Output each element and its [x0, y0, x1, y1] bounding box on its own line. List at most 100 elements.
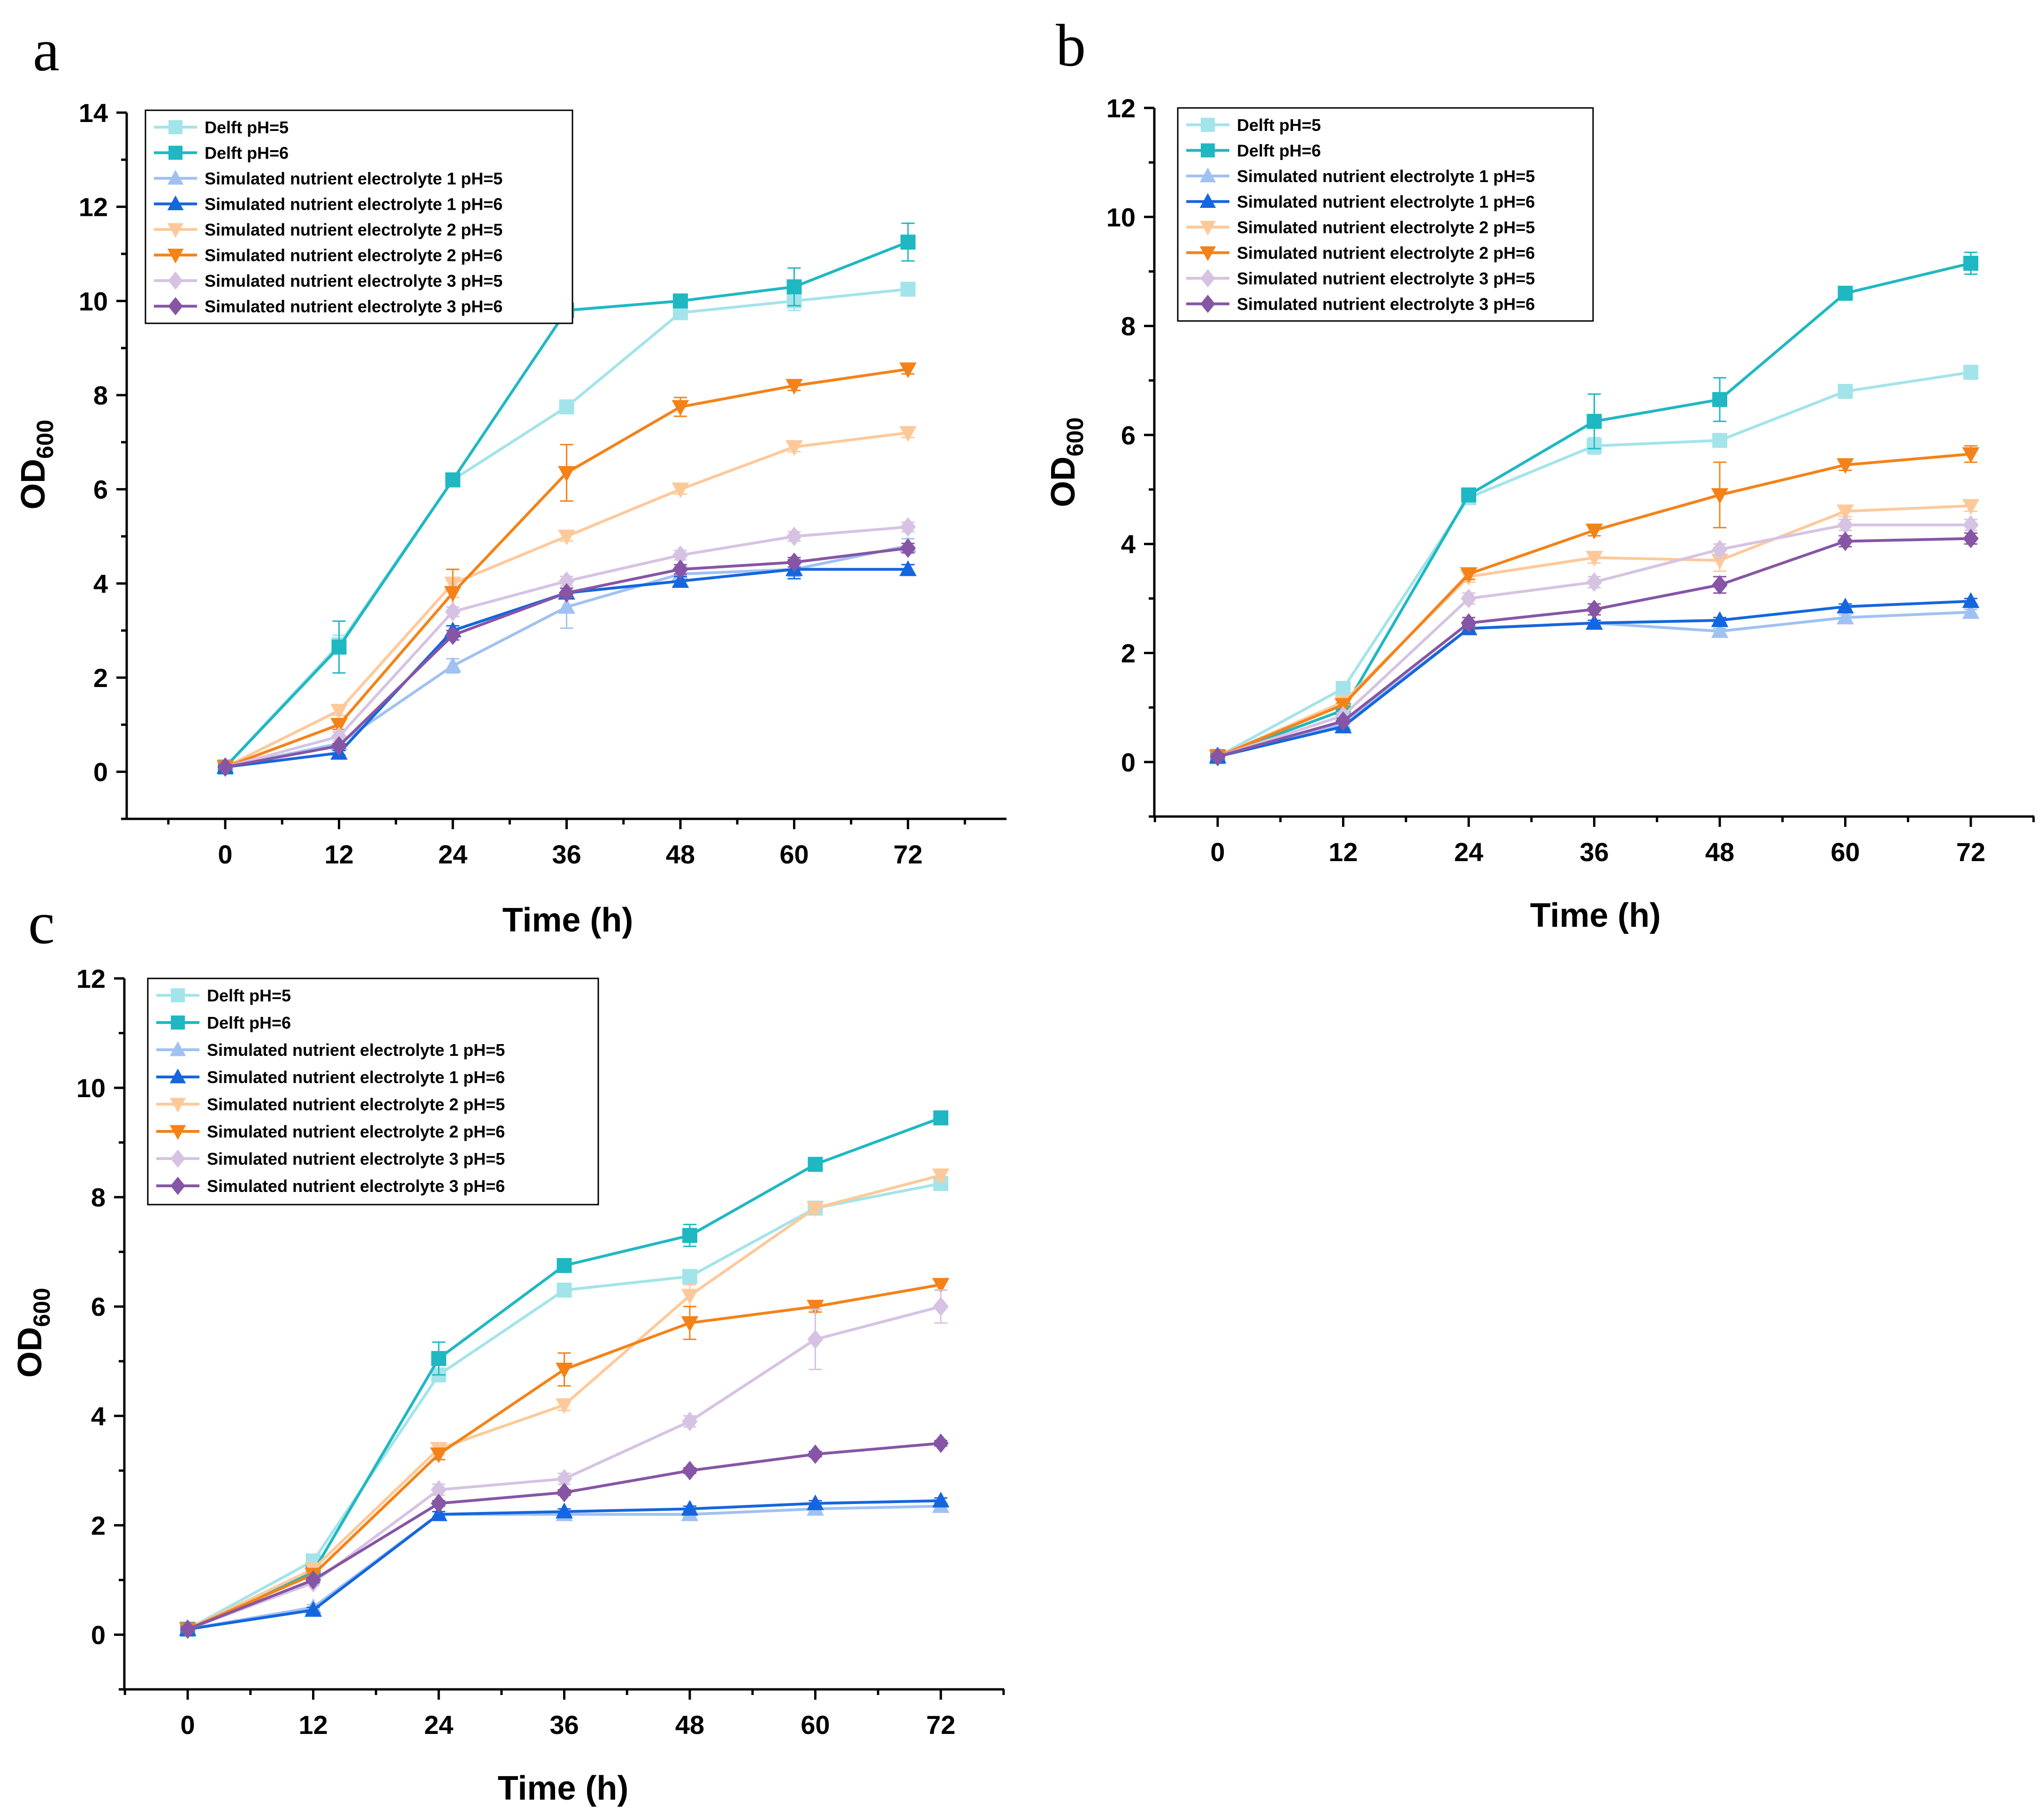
legend-item-simulated-nutrient-electrolyte-3-ph-6: Simulated nutrient electrolyte 3 pH=6	[1186, 295, 1535, 314]
x-tick-label: 0	[218, 840, 232, 869]
series-line	[1217, 611, 1971, 758]
data-point	[557, 1283, 572, 1298]
legend-label: Simulated nutrient electrolyte 2 pH=6	[1237, 244, 1535, 263]
legend-marker	[1200, 269, 1215, 288]
legend-marker	[1199, 168, 1216, 183]
x-tick-label: 12	[298, 1710, 328, 1740]
data-point	[899, 362, 917, 379]
legend-item-delft-ph-5: Delft pH=5	[154, 118, 289, 137]
legend-marker	[168, 297, 183, 315]
legend-item-simulated-nutrient-electrolyte-1-ph-6: Simulated nutrient electrolyte 1 pH=6	[156, 1068, 505, 1087]
data-point	[786, 527, 802, 546]
legend-label: Simulated nutrient electrolyte 3 pH=5	[1237, 269, 1535, 288]
legend-marker	[170, 1176, 185, 1195]
data-point	[556, 1469, 572, 1489]
data-point	[671, 400, 689, 416]
x-tick-label: 0	[180, 1710, 195, 1740]
data-point	[330, 718, 348, 734]
data-point	[1837, 504, 1854, 520]
data-point	[807, 1444, 824, 1464]
data-point	[558, 466, 575, 482]
legend-item-simulated-nutrient-electrolyte-1-ph-6: Simulated nutrient electrolyte 1 pH=6	[1186, 192, 1535, 212]
data-point	[1962, 499, 1980, 515]
x-tick-label: 72	[1956, 837, 1985, 867]
data-point	[1963, 515, 1979, 535]
data-point	[331, 639, 347, 655]
data-point	[933, 1433, 949, 1453]
data-point	[1712, 540, 1728, 559]
data-point	[1963, 528, 1979, 549]
data-point	[1711, 611, 1729, 627]
legend-label: Simulated nutrient electrolyte 1 pH=5	[205, 169, 503, 188]
x-tick-label: 36	[549, 1710, 579, 1740]
data-point	[900, 538, 916, 558]
legend-item-simulated-nutrient-electrolyte-2-ph-6: Simulated nutrient electrolyte 2 pH=6	[154, 246, 503, 265]
legend-marker	[167, 249, 184, 264]
x-tick-label: 24	[1454, 837, 1483, 867]
legend-item-simulated-nutrient-electrolyte-1-ph-5: Simulated nutrient electrolyte 1 pH=5	[156, 1040, 505, 1060]
data-point	[556, 1362, 573, 1379]
legend-item-simulated-nutrient-electrolyte-3-ph-5: Simulated nutrient electrolyte 3 pH=5	[154, 271, 503, 290]
data-point	[672, 559, 688, 580]
data-point	[671, 482, 689, 498]
legend-label: Simulated nutrient electrolyte 1 pH=6	[1237, 192, 1535, 212]
legend-marker	[1199, 221, 1216, 236]
data-point	[556, 1398, 573, 1414]
series-line	[225, 525, 908, 769]
data-point	[1962, 603, 1980, 619]
legend-label: Simulated nutrient electrolyte 1 pH=6	[205, 195, 503, 214]
legend-label: Delft pH=5	[205, 118, 289, 137]
legend-label: Delft pH=5	[1237, 115, 1321, 135]
data-point	[808, 1157, 823, 1172]
x-tick-label: 12	[1328, 837, 1358, 867]
data-point	[933, 1297, 949, 1317]
x-tick-label: 48	[675, 1710, 704, 1740]
data-point	[431, 1480, 447, 1500]
x-tick-label: 48	[666, 840, 695, 869]
legend-label: Simulated nutrient electrolyte 2 pH=5	[205, 220, 503, 239]
y-tick-label: 12	[1106, 93, 1136, 123]
data-point	[1210, 747, 1226, 767]
legend: Delft pH=5 Delft pH=6 Simulated nutrient e…	[145, 109, 573, 324]
x-tick-label: 0	[1210, 837, 1225, 867]
panel-letter: b	[1056, 12, 1086, 79]
series-simulated-nutrient-electrolyte-3-ph-5	[217, 517, 916, 777]
data-point	[557, 1258, 572, 1273]
data-point	[682, 1461, 698, 1481]
y-tick-label: 10	[79, 286, 108, 316]
data-point	[1335, 681, 1351, 696]
data-point	[559, 399, 574, 415]
legend-label: Simulated nutrient electrolyte 2 pH=6	[207, 1122, 505, 1141]
legend-item-simulated-nutrient-electrolyte-3-ph-6: Simulated nutrient electrolyte 3 pH=6	[154, 297, 503, 316]
data-point	[1461, 487, 1476, 503]
legend-label: Simulated nutrient electrolyte 3 pH=5	[207, 1149, 505, 1168]
data-point	[1962, 447, 1980, 463]
data-point	[681, 1500, 699, 1516]
legend-label: Simulated nutrient electrolyte 1 pH=5	[207, 1040, 505, 1060]
y-tick-label: 4	[1121, 529, 1136, 559]
data-point	[556, 1503, 573, 1519]
y-axis-title: OD600	[1045, 417, 1088, 507]
legend-label: Simulated nutrient electrolyte 1 pH=6	[207, 1068, 505, 1087]
legend-item-simulated-nutrient-electrolyte-2-ph-6: Simulated nutrient electrolyte 2 pH=6	[1186, 244, 1535, 263]
data-point	[445, 625, 461, 645]
data-point	[558, 598, 575, 614]
series-simulated-nutrient-electrolyte-3-ph-6	[1210, 528, 1979, 767]
y-tick-label: 2	[1121, 639, 1136, 668]
legend-marker	[170, 1149, 185, 1168]
legend-label: Simulated nutrient electrolyte 2 pH=5	[1237, 218, 1535, 237]
data-point	[933, 1110, 948, 1126]
data-point	[1586, 550, 1603, 567]
y-tick-label: 0	[93, 757, 108, 787]
data-point	[430, 1505, 448, 1521]
legend-marker	[1199, 193, 1216, 208]
data-point	[217, 757, 233, 777]
legend-marker	[169, 1069, 186, 1084]
legend-label: Simulated nutrient electrolyte 2 pH=5	[207, 1095, 505, 1114]
data-point	[1586, 413, 1602, 429]
legend-label: Simulated nutrient electrolyte 3 pH=5	[205, 271, 503, 290]
data-point	[786, 279, 802, 295]
series-simulated-nutrient-electrolyte-2-ph-5	[179, 1168, 950, 1639]
series-simulated-nutrient-electrolyte-2-ph-6	[179, 1278, 950, 1639]
